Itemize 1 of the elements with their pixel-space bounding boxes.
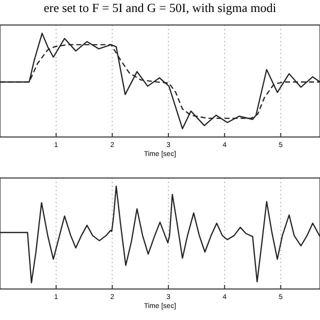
text: ere set to F = 5I and G = 50I, with sigma modi bbox=[44, 1, 277, 15]
